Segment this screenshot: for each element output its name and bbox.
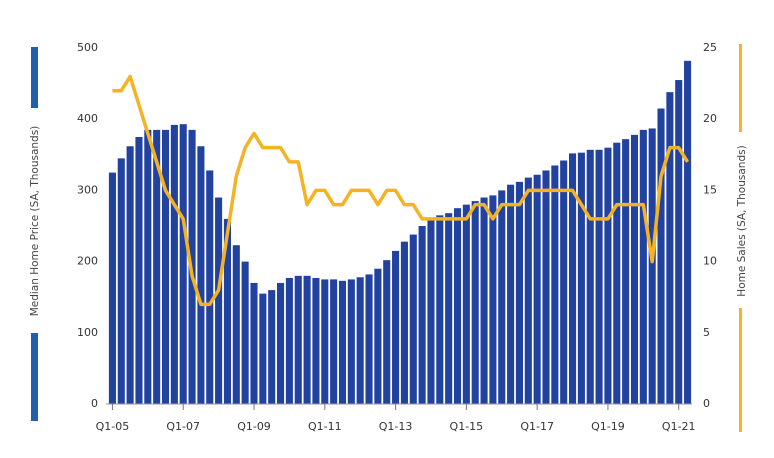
bar [161,129,170,404]
bar [586,149,594,404]
y2-tick-label: 25 [703,41,717,54]
bar [241,261,249,404]
bar [400,241,408,404]
bar [657,108,665,405]
bar [595,149,603,404]
axis-accent [739,308,742,432]
bar [604,147,612,404]
bar [277,282,285,404]
bar [321,279,329,404]
bar [418,226,426,404]
bar [489,195,497,404]
bar [560,160,568,404]
y2-axis-title: Home Sales (SA, Thousands) [736,145,748,296]
y-tick-label: 100 [77,326,98,339]
y2-tick-label: 20 [703,112,717,125]
bar [453,208,462,404]
bar [144,129,152,404]
bar [480,197,488,404]
bar [622,139,630,405]
bar [684,60,692,404]
bar [294,275,302,404]
x-tick-label: Q1-09 [237,420,271,433]
bar [285,277,293,404]
bar [117,158,125,404]
y2-tick-label: 5 [703,326,710,339]
line [112,74,690,307]
bar [179,124,187,405]
bar [126,146,134,405]
y2-tick-label: 10 [703,255,717,268]
bar [471,201,479,404]
x-tick-label: Q1-15 [450,420,484,433]
bar [630,134,639,404]
bar [365,274,373,404]
bar [675,80,683,404]
bar [551,165,559,404]
y-tick-label: 300 [77,183,98,196]
y-tick-label: 200 [77,255,98,268]
bar [524,177,532,404]
bar [356,277,364,404]
x-tick-label: Q1-05 [96,420,130,433]
bar [232,245,240,404]
bar [462,204,470,404]
axis-accent [31,47,38,108]
bar [498,190,506,404]
bar [135,137,143,404]
bar [268,290,276,404]
bar [108,172,116,404]
bar [569,153,577,404]
y-tick-label: 400 [77,112,98,125]
bar [250,282,258,404]
bar [445,213,453,404]
bar [383,260,391,404]
bar [223,218,231,404]
bar [666,92,674,405]
bar [347,279,355,404]
y-axis-title: Median Home Price (SA, Thousands) [29,126,41,317]
bar [153,129,161,404]
bar [392,250,400,404]
bar [197,146,205,405]
axis-accent [739,44,742,132]
bar [374,268,382,404]
bar [170,124,178,405]
x-tick-label: Q1-21 [662,420,696,433]
bar [215,197,223,404]
bar [303,275,311,404]
x-tick-label: Q1-11 [308,420,342,433]
bar [259,293,267,404]
bar [436,215,444,404]
bar [533,174,541,404]
x-tick-label: Q1-17 [520,420,554,433]
axis-accent [31,333,38,421]
bar [542,170,550,404]
bar [613,142,621,405]
y2-tick-label: 0 [703,397,710,410]
x-tick-label: Q1-19 [591,420,625,433]
bar [409,234,417,404]
bar [515,181,523,404]
bar [206,170,214,404]
bar [427,218,435,404]
bar [577,152,585,404]
y-tick-label: 0 [91,397,98,410]
bar [330,279,338,404]
x-tick-label: Q1-07 [166,420,200,433]
bar [507,184,515,404]
y2-tick-label: 15 [703,183,717,196]
bar [312,277,320,404]
bar [648,128,656,404]
bar [639,129,647,404]
bar [338,280,347,404]
x-tick-label: Q1-13 [379,420,413,433]
y-tick-label: 500 [77,41,98,54]
